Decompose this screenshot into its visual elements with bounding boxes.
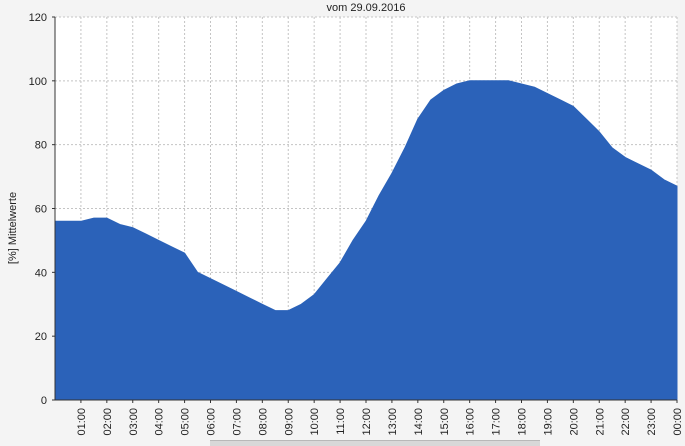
x-tick-label: 14:00 [413,408,425,436]
y-tick-label: 20 [35,331,47,343]
x-tick-label: 02:00 [102,408,114,436]
horizontal-scrollbar[interactable] [210,440,540,446]
y-tick-label: 60 [35,204,47,216]
x-tick-label: 10:00 [309,408,321,436]
x-tick-label: 01:00 [76,408,88,436]
y-tick-label: 40 [35,267,47,279]
x-tick-label: 17:00 [491,408,503,436]
y-tick-label: 80 [35,140,47,152]
x-tick-label: 11:00 [335,408,347,435]
x-tick-label: 03:00 [128,408,140,436]
y-axis-title: [%] Mittelwerte [7,192,19,264]
x-tick-label: 04:00 [154,408,166,436]
x-tick-label: 15:00 [439,408,451,436]
y-tick-label: 120 [29,12,47,24]
x-tick-label: 21:00 [594,408,606,436]
x-tick-label: 20:00 [568,408,580,436]
x-tick-label: 06:00 [206,408,218,436]
x-tick-label: 00:00 [672,408,684,436]
x-tick-label: 08:00 [257,408,269,436]
x-tick-label: 16:00 [465,408,477,436]
x-tick-label: 07:00 [231,408,243,436]
x-tick-label: 22:00 [620,408,632,436]
x-tick-label: 23:00 [646,408,658,436]
x-tick-label: 09:00 [283,408,295,436]
y-tick-label: 100 [29,76,47,88]
x-tick-label: 05:00 [180,408,192,436]
x-tick-label: 18:00 [517,408,529,436]
x-tick-label: 12:00 [361,408,373,436]
x-tick-label: 19:00 [542,408,554,436]
chart-title: vom 29.09.2016 [327,2,406,14]
x-tick-label: 13:00 [387,408,399,436]
y-tick-label: 0 [41,395,47,407]
